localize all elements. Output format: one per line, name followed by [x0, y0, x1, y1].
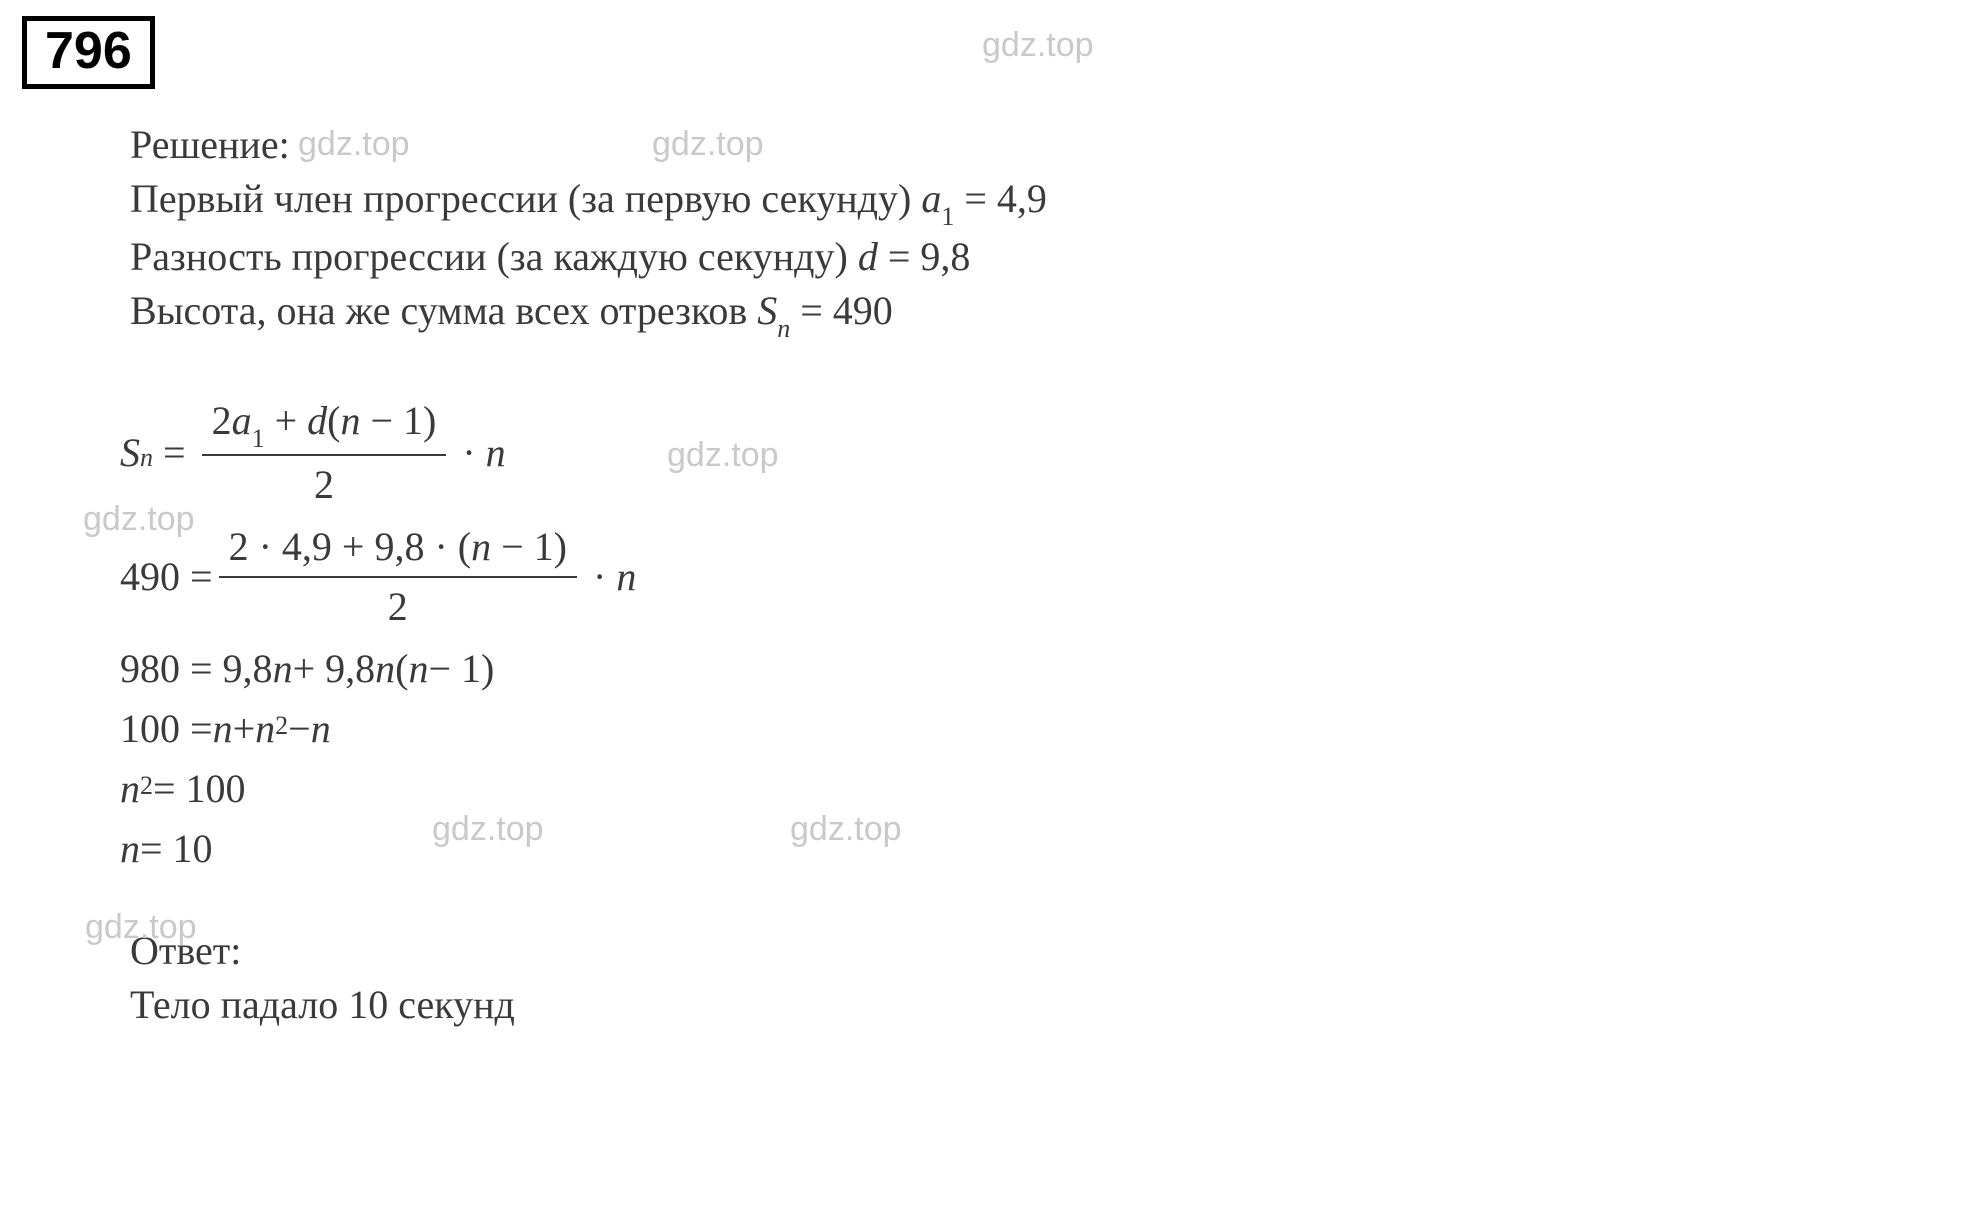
answer-block: Ответ: Тело падало 10 секунд [130, 924, 1047, 1032]
watermark: gdz.top [982, 26, 1094, 65]
f1-fraction: 2a1 + d(n − 1) 2 [202, 394, 447, 512]
line1-var: a [921, 176, 941, 221]
equals-sign: = [153, 426, 196, 480]
line3-prefix: Высота, она же сумма всех отрезков [130, 288, 757, 333]
line3-eq: = 490 [790, 288, 893, 333]
problem-number: 796 [45, 22, 132, 80]
answer-text: Тело падало 10 секунд [130, 978, 1047, 1032]
line2-eq: = 9,8 [878, 234, 971, 279]
formula-row-2: 490 = 2 · 4,9 + 9,8 · (n − 1) 2 · n [120, 520, 1047, 634]
step-6: n = 10 [120, 822, 1047, 876]
line3-var: S [757, 288, 777, 333]
f2-lhs: 490 = [120, 550, 213, 604]
line1-sub: 1 [941, 202, 954, 231]
line1-prefix: Первый член прогрессии (за первую секунд… [130, 176, 921, 221]
f1-den: 2 [304, 456, 344, 512]
line1-eq: = 4,9 [954, 176, 1047, 221]
f1-lhs-var: S [120, 426, 140, 480]
given-line-2: Разность прогрессии (за каждую секунду) … [130, 230, 1047, 284]
derivation-block: Sn = 2a1 + d(n − 1) 2 · n 490 = 2 · 4,9 … [120, 394, 1047, 876]
f1-lhs-sub: n [140, 440, 153, 475]
given-line-1: Первый член прогрессии (за первую секунд… [130, 172, 1047, 230]
answer-heading: Ответ: [130, 924, 1047, 978]
solution-heading: Решение: [130, 118, 1047, 172]
line2-var: d [858, 234, 878, 279]
line3-sub: n [777, 314, 790, 343]
step-3: 980 = 9,8n + 9,8n(n − 1) [120, 642, 1047, 696]
step-5: n2 = 100 [120, 762, 1047, 816]
f2-den: 2 [378, 578, 418, 634]
problem-number-box: 796 [22, 16, 155, 89]
given-line-3: Высота, она же сумма всех отрезков Sn = … [130, 284, 1047, 342]
formula-row-1: Sn = 2a1 + d(n − 1) 2 · n [120, 394, 1047, 512]
step-4: 100 = n + n2 − n [120, 702, 1047, 756]
line2-prefix: Разность прогрессии (за каждую секунду) [130, 234, 858, 279]
f2-fraction: 2 · 4,9 + 9,8 · (n − 1) 2 [219, 520, 577, 634]
f1-tail: · n [452, 426, 505, 480]
solution-content: Решение: Первый член прогрессии (за перв… [130, 118, 1047, 1032]
f2-tail: · n [583, 550, 636, 604]
